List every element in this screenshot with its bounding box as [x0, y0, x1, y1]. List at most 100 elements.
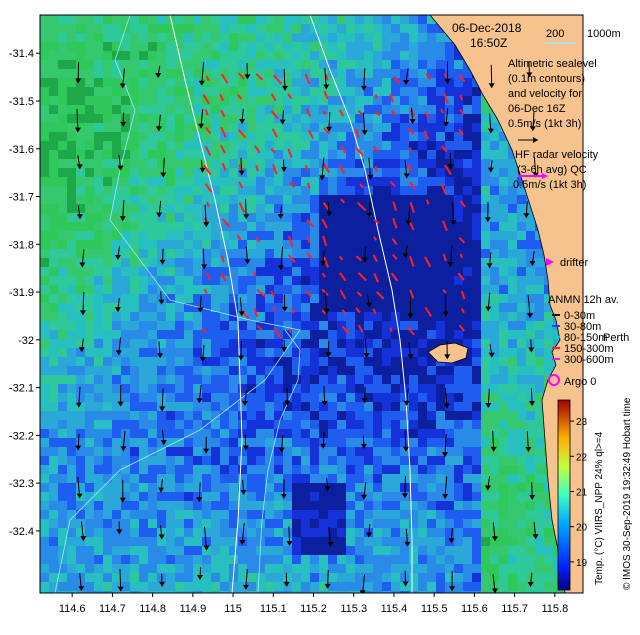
sst-cell [40, 501, 49, 510]
sst-cell [139, 348, 148, 357]
x-tick-label: 115.5 [421, 603, 448, 615]
sst-cell [220, 366, 229, 375]
sst-cell [301, 564, 310, 573]
sst-cell [400, 456, 409, 465]
sst-cell [103, 258, 112, 267]
sst-cell [427, 510, 436, 519]
sst-cell [337, 132, 346, 141]
sst-cell [193, 366, 202, 375]
sst-cell [265, 528, 274, 537]
sst-cell [427, 501, 436, 510]
sst-cell [463, 492, 472, 501]
sst-cell [238, 420, 247, 429]
sst-cell [328, 78, 337, 87]
sst-cell [310, 393, 319, 402]
sst-cell [364, 87, 373, 96]
sst-cell [328, 186, 337, 195]
sst-cell [265, 510, 274, 519]
sst-cell [130, 267, 139, 276]
sst-cell [526, 321, 535, 330]
sst-cell [463, 537, 472, 546]
sst-cell [499, 366, 508, 375]
sst-cell [472, 348, 481, 357]
sst-cell [337, 15, 346, 24]
sst-cell [139, 78, 148, 87]
sst-cell [49, 465, 58, 474]
sst-cell [346, 141, 355, 150]
sst-cell [157, 510, 166, 519]
sst-cell [346, 303, 355, 312]
sst-cell [481, 159, 490, 168]
sst-cell [112, 285, 121, 294]
sst-cell [85, 465, 94, 474]
sst-cell [94, 114, 103, 123]
sst-cell [391, 42, 400, 51]
sst-cell [373, 168, 382, 177]
sst-cell [508, 267, 517, 276]
sst-cell [382, 357, 391, 366]
sst-cell [481, 114, 490, 123]
sst-cell [427, 132, 436, 141]
sst-cell [310, 420, 319, 429]
sst-cell [247, 132, 256, 141]
sst-cell [85, 447, 94, 456]
sst-cell [76, 528, 85, 537]
sst-cell [481, 528, 490, 537]
sst-cell [193, 321, 202, 330]
sst-cell [292, 366, 301, 375]
sst-cell [427, 33, 436, 42]
sst-cell [382, 339, 391, 348]
sst-cell [418, 375, 427, 384]
sst-cell [229, 24, 238, 33]
sst-cell [499, 231, 508, 240]
sst-cell [247, 78, 256, 87]
sst-cell [436, 276, 445, 285]
sst-cell [49, 483, 58, 492]
sst-cell [256, 384, 265, 393]
sst-cell [112, 384, 121, 393]
sst-cell [427, 141, 436, 150]
sst-cell [436, 195, 445, 204]
sst-cell [229, 357, 238, 366]
sst-cell [220, 573, 229, 582]
sst-cell [310, 555, 319, 564]
sst-cell [283, 510, 292, 519]
sst-cell [391, 168, 400, 177]
sst-cell [184, 537, 193, 546]
sst-cell [373, 15, 382, 24]
sst-cell [472, 276, 481, 285]
hf-arrow [290, 329, 291, 333]
sst-cell [382, 15, 391, 24]
sst-cell [166, 456, 175, 465]
sst-cell [40, 294, 49, 303]
sst-cell [364, 42, 373, 51]
sst-cell [454, 159, 463, 168]
sst-cell [94, 573, 103, 582]
sst-cell [247, 249, 256, 258]
sst-cell [409, 42, 418, 51]
sst-cell [445, 249, 454, 258]
sst-cell [40, 267, 49, 276]
sst-cell [310, 267, 319, 276]
sst-cell [409, 15, 418, 24]
sst-cell [49, 294, 58, 303]
sst-cell [346, 96, 355, 105]
sst-cell [373, 555, 382, 564]
sst-cell [454, 393, 463, 402]
sst-cell [76, 429, 85, 438]
sst-cell [148, 384, 157, 393]
sst-cell [121, 357, 130, 366]
sst-cell [265, 330, 274, 339]
sst-cell [355, 465, 364, 474]
sst-cell [409, 546, 418, 555]
sst-cell [193, 132, 202, 141]
sst-cell [328, 564, 337, 573]
sst-cell [166, 393, 175, 402]
sst-cell [490, 474, 499, 483]
sst-cell [328, 393, 337, 402]
sst-cell [121, 591, 130, 600]
sst-cell [202, 204, 211, 213]
sst-cell [211, 402, 220, 411]
sst-cell [229, 195, 238, 204]
sst-cell [454, 123, 463, 132]
